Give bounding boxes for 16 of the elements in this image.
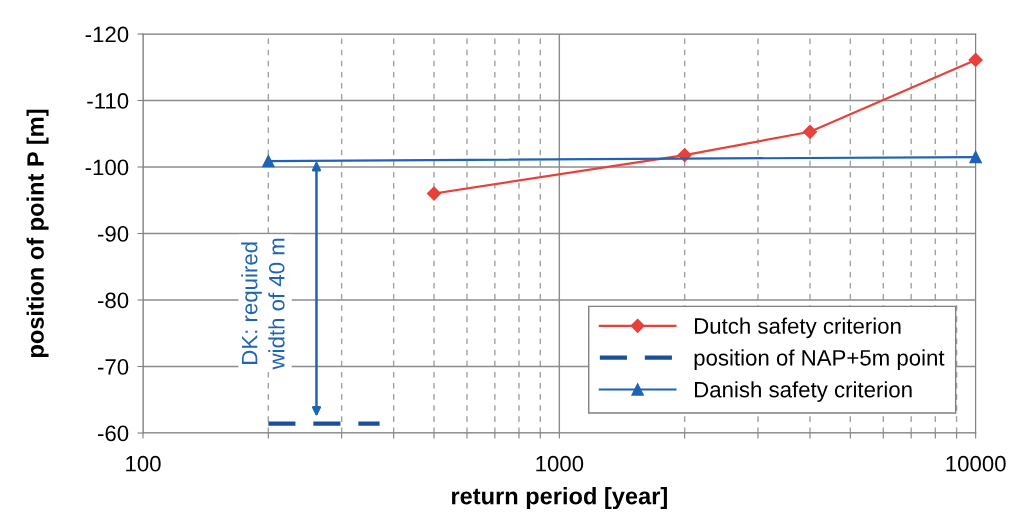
legend-label: Danish safety criterion	[695, 381, 912, 402]
x-tick-label: 100	[126, 455, 161, 472]
y-tick-label: -100	[85, 159, 129, 176]
legend-label: Dutch safety criterion	[695, 317, 901, 339]
x-tick-label: 1000	[536, 455, 584, 472]
y-axis-title: position of point P [m]	[26, 109, 49, 357]
x-tick-label: 10000	[946, 455, 1006, 472]
y-tick-label: -80	[98, 292, 129, 309]
annotation: DK: required width of 40 m	[241, 238, 285, 370]
y-tick-label: -120	[85, 26, 129, 43]
x-axis-title: return period [year]	[452, 487, 667, 510]
y-tick-label: -110	[87, 93, 129, 109]
legend-label: position of NAP+5m point	[694, 349, 945, 371]
y-tick-label: -90	[98, 226, 129, 242]
y-tick-label: -70	[98, 359, 129, 375]
y-tick-label: -60	[98, 425, 129, 442]
